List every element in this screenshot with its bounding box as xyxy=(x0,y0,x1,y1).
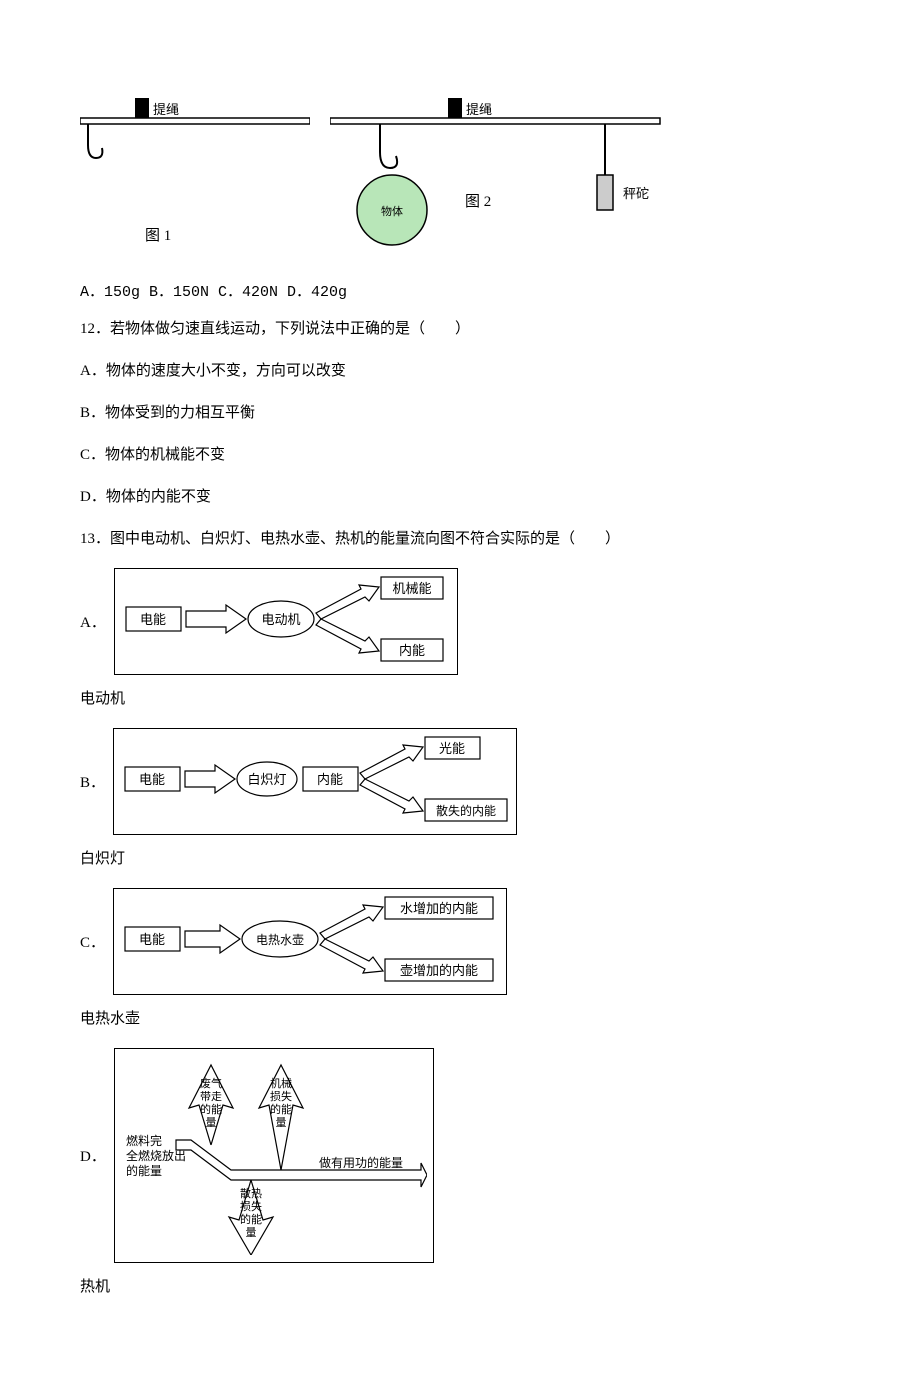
q12-option-a: A．物体的速度大小不变，方向可以改变 xyxy=(80,358,840,385)
svg-text:光能: 光能 xyxy=(439,741,465,756)
svg-text:的能量: 的能量 xyxy=(126,1163,162,1178)
svg-text:白炽灯: 白炽灯 xyxy=(248,772,287,787)
q13-b-caption: 白炽灯 xyxy=(80,847,840,868)
fig2-rope-label: 提绳 xyxy=(466,102,492,117)
q13-c-letter: C． xyxy=(80,931,105,952)
q13-c-caption: 电热水壶 xyxy=(80,1007,840,1028)
svg-text:机械能: 机械能 xyxy=(392,581,431,596)
svg-text:量: 量 xyxy=(245,1226,256,1239)
q13-d-caption: 热机 xyxy=(80,1275,840,1296)
figure-2-svg: 提绳 物体 秤砣 图 2 xyxy=(330,90,680,265)
svg-text:内能: 内能 xyxy=(317,772,343,787)
svg-text:电热水壶: 电热水壶 xyxy=(256,932,304,947)
svg-text:的能: 的能 xyxy=(240,1212,262,1226)
fig1-caption: 图 1 xyxy=(145,227,171,244)
svg-text:壶增加的内能: 壶增加的内能 xyxy=(400,963,478,978)
figure-2: 提绳 物体 秤砣 图 2 xyxy=(330,90,550,250)
svg-text:量: 量 xyxy=(205,1116,216,1129)
svg-text:的能: 的能 xyxy=(270,1102,292,1116)
q13-stem: 13．图中电动机、白炽灯、电热水壶、热机的能量流向图不符合实际的是（ ） xyxy=(80,526,840,553)
fig2-weight-label: 秤砣 xyxy=(623,186,649,201)
q13-c-diagram: 电能 电热水壶 水增加的内能 壶增加的内能 xyxy=(113,888,507,995)
figure-1-svg: 提绳 图 1 xyxy=(80,90,310,250)
svg-text:机械: 机械 xyxy=(270,1076,292,1090)
fig2-caption: 图 2 xyxy=(465,193,491,210)
q13-a-caption: 电动机 xyxy=(80,687,840,708)
q12-option-d: D．物体的内能不变 xyxy=(80,484,840,511)
q13-option-d: D． 燃料完 全燃烧放出 的能量 废气 带走 的能 量 机械 损失 的能 量 做… xyxy=(80,1048,840,1263)
svg-text:电能: 电能 xyxy=(139,772,165,787)
svg-text:电动机: 电动机 xyxy=(261,612,300,627)
svg-text:散热: 散热 xyxy=(240,1186,262,1200)
q12-option-c: C．物体的机械能不变 xyxy=(80,442,840,469)
svg-text:内能: 内能 xyxy=(399,643,425,658)
q13-option-a: A． 电能 电动机 机械能 内能 xyxy=(80,568,840,675)
svg-text:散失的内能: 散失的内能 xyxy=(436,803,496,818)
svg-text:废气: 废气 xyxy=(200,1076,222,1090)
svg-text:做有用功的能量: 做有用功的能量 xyxy=(319,1155,403,1170)
q13-b-diagram: 电能 白炽灯 内能 光能 散失的内能 xyxy=(113,728,517,835)
q13-b-letter: B． xyxy=(80,771,105,792)
top-figures-row: 提绳 图 1 提绳 物体 秤砣 图 xyxy=(80,90,840,250)
q12-option-b: B．物体受到的力相互平衡 xyxy=(80,400,840,427)
q13-option-c: C． 电能 电热水壶 水增加的内能 壶增加的内能 xyxy=(80,888,840,995)
figure-1: 提绳 图 1 xyxy=(80,90,310,250)
svg-text:燃料完: 燃料完 xyxy=(126,1133,162,1148)
q13-option-b: B． 电能 白炽灯 内能 光能 散失的内能 xyxy=(80,728,840,835)
q13-a-diagram: 电能 电动机 机械能 内能 xyxy=(114,568,458,675)
svg-text:电能: 电能 xyxy=(140,612,166,627)
svg-text:水增加的内能: 水增加的内能 xyxy=(400,901,478,916)
q12-stem: 12．若物体做匀速直线运动，下列说法中正确的是（ ） xyxy=(80,316,840,343)
svg-text:量: 量 xyxy=(275,1116,286,1129)
fig2-object-label: 物体 xyxy=(381,204,403,218)
q13-d-diagram: 燃料完 全燃烧放出 的能量 废气 带走 的能 量 机械 损失 的能 量 做有用功… xyxy=(114,1048,434,1263)
q13-a-letter: A． xyxy=(80,611,106,632)
svg-text:电能: 电能 xyxy=(139,932,165,947)
svg-text:带走: 带走 xyxy=(200,1090,222,1103)
svg-text:损失: 损失 xyxy=(270,1089,292,1103)
q13-d-letter: D． xyxy=(80,1145,106,1166)
svg-text:损失: 损失 xyxy=(240,1199,262,1213)
fig1-rope-label: 提绳 xyxy=(153,102,179,117)
q11-options: A．150g B．150N C．420N D．420g xyxy=(80,280,840,301)
svg-text:的能: 的能 xyxy=(200,1102,222,1116)
